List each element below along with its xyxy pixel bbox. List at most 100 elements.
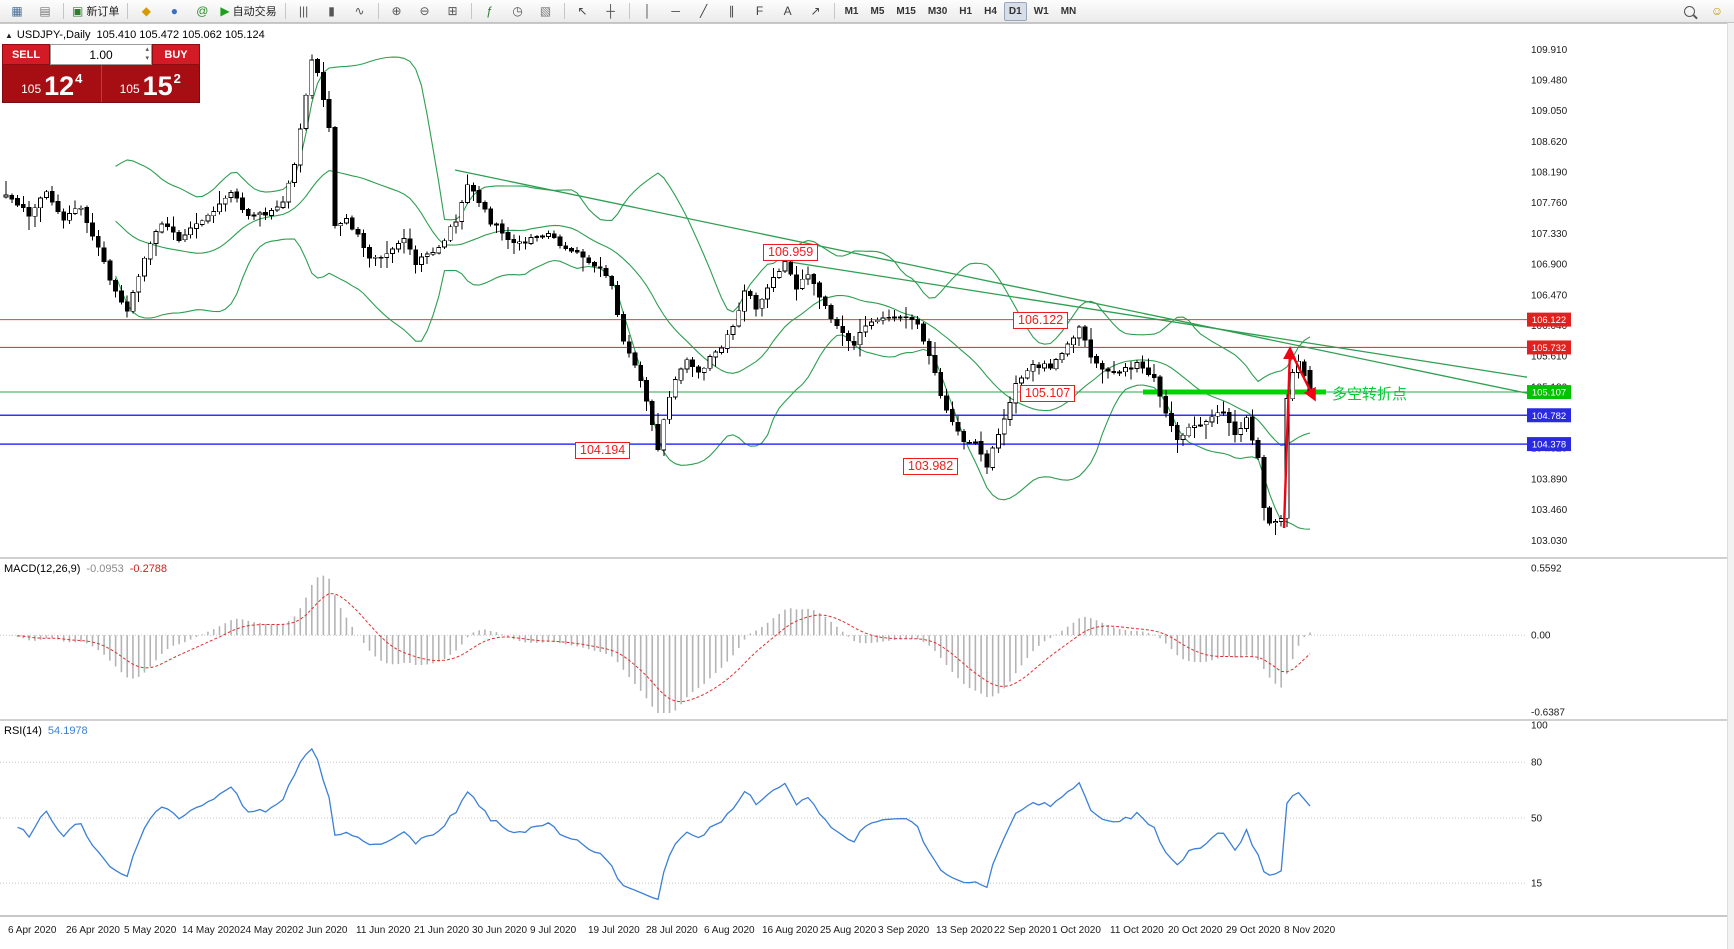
svg-text:24 May 2020: 24 May 2020: [240, 925, 298, 936]
rsi-value: 54.1978: [47, 725, 88, 737]
svg-text:30 Jun 2020: 30 Jun 2020: [472, 925, 527, 936]
periods-button[interactable]: ◷: [505, 1, 531, 22]
autotrade-button-label: 自动交易: [232, 6, 277, 18]
candles: [3, 54, 1313, 535]
horizontal-line-icon: ─: [671, 4, 680, 18]
svg-text:104.378: 104.378: [1532, 440, 1566, 451]
price-annotation[interactable]: 104.194: [575, 442, 631, 459]
new-chart-button[interactable]: ▦: [4, 1, 30, 22]
cursor-icon: ↖: [577, 4, 588, 18]
sell-price-big: 12: [44, 71, 75, 101]
scrollbar[interactable]: [1727, 23, 1734, 949]
timeframe-m1-button[interactable]: M1: [844, 5, 859, 17]
arrows-button[interactable]: ↗: [803, 1, 829, 22]
svg-text:9 Jul 2020: 9 Jul 2020: [530, 925, 577, 936]
indicators-button[interactable]: ƒ: [477, 1, 503, 22]
periods-icon: ◷: [512, 4, 523, 18]
vertical-line-button[interactable]: │: [635, 1, 661, 22]
crosshair-button[interactable]: ┼: [598, 1, 624, 22]
bar-chart-button[interactable]: |||: [291, 1, 317, 22]
depth-of-market-button[interactable]: ●: [161, 1, 187, 22]
svg-text:14 May 2020: 14 May 2020: [182, 925, 240, 936]
price-annotation[interactable]: 106.959: [763, 244, 819, 261]
depth-of-market-icon: ●: [170, 4, 178, 18]
turning-point-note[interactable]: 多空转折点: [1332, 386, 1408, 403]
autotrade-button[interactable]: ▶ 自动交易: [217, 1, 279, 22]
chart-profiles-icon: ▤: [39, 4, 51, 18]
price-annotation[interactable]: 105.107: [1020, 385, 1076, 402]
toolbar-separator: [833, 3, 835, 19]
cursor-button[interactable]: ↖: [570, 1, 596, 22]
toolbar-separator: [284, 3, 286, 19]
autotrade-icon: ▶: [220, 4, 230, 18]
crosshair-icon: ┼: [606, 4, 615, 18]
svg-text:20 Oct 2020: 20 Oct 2020: [1168, 925, 1223, 936]
trade-panel-prices: 105 12 4 105 15 2: [2, 65, 200, 103]
tile-windows-button[interactable]: ⊞: [440, 1, 466, 22]
new-order-button[interactable]: ▣ 新订单: [69, 1, 122, 22]
channel-button[interactable]: ∥: [719, 1, 745, 22]
toolbar-separator: [628, 3, 630, 19]
zoom-out-button[interactable]: ⊖: [412, 1, 438, 22]
toolbar-separator: [470, 3, 472, 19]
price-annotation[interactable]: 103.982: [903, 458, 959, 475]
timeframe-mn-button[interactable]: MN: [1060, 5, 1077, 17]
vertical-line-icon: │: [643, 4, 652, 18]
community-button[interactable]: ☺: [1704, 1, 1730, 22]
svg-text:105.610: 105.610: [1531, 352, 1568, 363]
trendline-button[interactable]: ╱: [691, 1, 717, 22]
timeframe-w1-button[interactable]: W1: [1033, 5, 1049, 17]
buy-price-prefix: 105: [119, 82, 140, 96]
volume-stepper[interactable]: ▴ ▾: [145, 45, 149, 63]
macd-panel[interactable]: [0, 575, 1527, 713]
line-chart-button[interactable]: ∿: [347, 1, 373, 22]
sell-button[interactable]: SELL: [2, 44, 50, 65]
bollinger-bands: [115, 56, 1311, 530]
fibonacci-button[interactable]: F: [747, 1, 773, 22]
chart-profiles-button[interactable]: ▤: [32, 1, 58, 22]
chart-objects[interactable]: [0, 169, 1545, 445]
timeframe-d1-button[interactable]: D1: [1003, 1, 1027, 21]
timeframe-h4-button[interactable]: H4: [984, 5, 997, 17]
chart-ohlc-values: 105.410 105.472 105.062 105.124: [96, 29, 265, 41]
svg-text:8 Nov 2020: 8 Nov 2020: [1284, 925, 1336, 936]
timeframe-m30-button[interactable]: M30: [927, 5, 948, 17]
macd-name: MACD(12,26,9): [4, 563, 81, 575]
time-axis[interactable]: 6 Apr 2020 26 Apr 2020 5 May 2020 14 May 20…: [8, 925, 1336, 936]
horizontal-line-button[interactable]: ─: [663, 1, 689, 22]
quick-search-button[interactable]: [1676, 1, 1702, 22]
text-button[interactable]: A: [775, 1, 801, 22]
svg-text:107.330: 107.330: [1531, 229, 1568, 240]
price-axis[interactable]: 109.910 109.480 109.050 108.620 108.190 107.7…: [1527, 45, 1571, 890]
price-annotation[interactable]: 106.122: [1013, 312, 1069, 329]
zoom-in-icon: ⊕: [391, 4, 402, 18]
volume-value[interactable]: 1.00: [89, 47, 113, 62]
svg-text:106.122: 106.122: [1532, 315, 1566, 326]
buy-button[interactable]: BUY: [152, 44, 200, 65]
candlestick-chart-button[interactable]: ▮: [319, 1, 345, 22]
svg-text:15: 15: [1531, 879, 1543, 890]
zoom-in-button[interactable]: ⊕: [384, 1, 410, 22]
svg-text:106.900: 106.900: [1531, 260, 1568, 271]
buy-price[interactable]: 105 15 2: [100, 65, 200, 102]
arrows-icon: ↗: [810, 4, 821, 18]
rsi-panel[interactable]: [0, 747, 1527, 901]
toolbar: ▦ ▤ ▣ 新订单 ◆ ● @ ▶ 自动交易 ||| ▮ ∿ ⊕ ⊖ ⊞ ƒ ◷ ▧ ↖ ┼ │ ─ ╱ ∥ F A ↗ M1 M5 M1…: [0, 0, 1734, 23]
chart-symbol-period: USDJPY-,Daily: [16, 29, 91, 41]
timeframe-h1-button[interactable]: H1: [959, 5, 973, 17]
expert-advisors-button[interactable]: @: [189, 1, 215, 22]
indicator-list-button[interactable]: ◆: [133, 1, 159, 22]
volume-down-icon[interactable]: ▾: [145, 55, 149, 62]
sell-price[interactable]: 105 12 4: [3, 65, 101, 102]
svg-text:100: 100: [1531, 721, 1548, 732]
volume-up-icon[interactable]: ▴: [145, 46, 149, 53]
volume-field[interactable]: 1.00 ▴ ▾: [50, 44, 152, 65]
timeframe-m5-button[interactable]: M5: [870, 5, 885, 17]
macd-indicator-label: MACD(12,26,9) -0.0953 -0.2788: [4, 563, 167, 575]
templates-button[interactable]: ▧: [533, 1, 559, 22]
trend-arrow[interactable]: [1282, 346, 1316, 529]
svg-text:3 Sep 2020: 3 Sep 2020: [878, 925, 930, 936]
search-icon: [1683, 5, 1695, 17]
timeframe-m15-button[interactable]: M15: [896, 5, 916, 17]
